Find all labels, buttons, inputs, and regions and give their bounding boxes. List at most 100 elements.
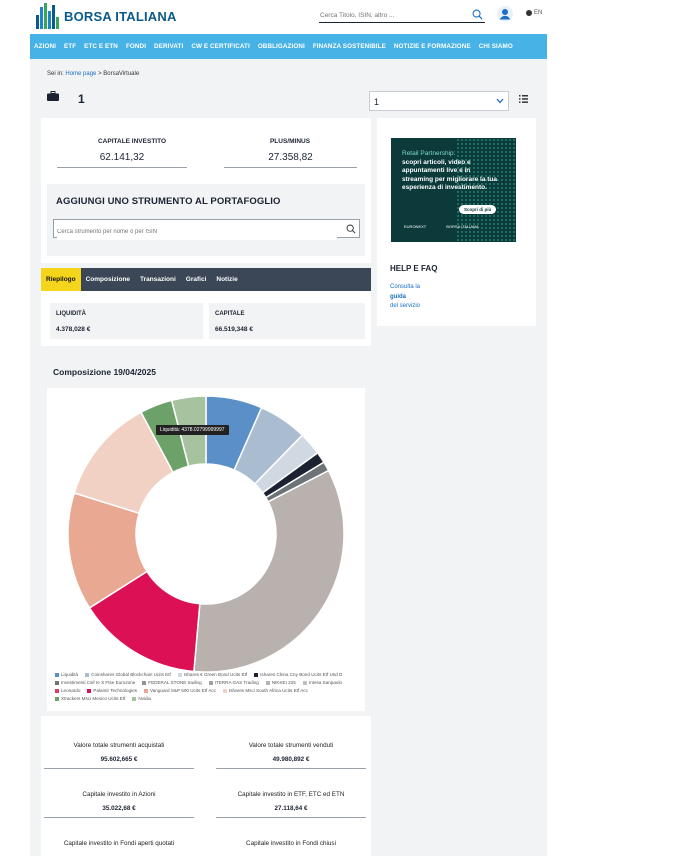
nav-item-fondi[interactable]: FONDI — [125, 43, 147, 50]
logo-text: BORSA ITALIANA — [64, 8, 177, 24]
nav-item-chi-siamo[interactable]: CHI SIAMO — [478, 43, 513, 50]
help-guide-link[interactable]: Consulta la guida del servizio — [390, 283, 450, 312]
legend-label: Liquidità — [61, 672, 79, 677]
plus-minus-value: 27.358,82 — [224, 152, 357, 168]
logo[interactable]: BORSA ITALIANA — [36, 3, 177, 29]
liquidity-row: LIQUIDITÀ 4.378,028 € CAPITALE 66.519,34… — [41, 291, 371, 346]
globe-icon — [526, 10, 532, 16]
add-instrument-search — [53, 219, 360, 240]
liquidity-value: 4.378,028 € — [56, 326, 91, 333]
legend-item[interactable]: Intesa Sanpaolo — [302, 680, 342, 685]
legend-item[interactable]: Nvidia — [132, 696, 151, 701]
capitale-investito-value: 62.141,32 — [57, 152, 187, 168]
list-view-icon[interactable] — [519, 95, 528, 103]
top-bar: BORSA ITALIANA EN — [30, 0, 547, 34]
legend-item[interactable]: Ishares Msci South Africa Ucits Etf Acc — [222, 688, 308, 693]
search-input[interactable] — [319, 9, 469, 21]
legend-item[interactable]: Palantir Technologies — [87, 688, 137, 693]
nav-item-azioni[interactable]: AZIONI — [34, 43, 56, 50]
banner-line2: scopri articoli, video e appuntamenti li… — [402, 158, 498, 192]
language-label: EN — [534, 10, 543, 16]
legend-swatch — [55, 696, 59, 701]
legend-label: Coinshares Global Blockchain Ucits Etf — [91, 672, 171, 677]
nav-item-obbligazioni[interactable]: OBBLIGAZIONI — [257, 43, 305, 50]
legend-swatch — [265, 680, 270, 685]
legend-swatch — [85, 672, 90, 677]
legend-label: Leonardo — [61, 688, 81, 693]
portfolio-select[interactable]: 1 — [369, 91, 509, 111]
briefcase-icon — [47, 91, 59, 101]
legend-item[interactable]: Xtrackers Msci Mexico Ucits Etf — [55, 696, 125, 701]
help-link-post: del servizio — [390, 303, 421, 309]
search-icon[interactable] — [346, 224, 356, 234]
tab-grafici[interactable]: Grafici — [185, 276, 207, 283]
legend-swatch — [144, 688, 149, 693]
legend-item[interactable]: NIKKEI 225 — [265, 680, 296, 685]
legend-swatch — [254, 672, 259, 677]
composition-card: Composizione 19/04/2025 Liquidità: 4378.… — [41, 356, 371, 716]
legend-swatch — [302, 680, 307, 685]
portfolio-count: 1 — [78, 92, 85, 106]
pie-slice-nikkei-225[interactable] — [193, 469, 345, 673]
capitale-label: CAPITALE — [215, 311, 245, 317]
chart-tooltip: Liquidità: 4378.02799999997 — [156, 425, 229, 435]
valore-venduti-label: Valore totale strumenti venduti — [248, 742, 334, 749]
breadcrumb-home-link[interactable]: Home page — [65, 71, 97, 77]
valore-venduti-value: 49.980,892 € — [216, 756, 366, 769]
nav-item-finanza-sostenibile[interactable]: FINANZA SOSTENIBILE — [312, 43, 386, 50]
legend-item[interactable]: ITERRA GAS Trading — [208, 680, 259, 685]
legend-item[interactable]: Liquidità — [55, 672, 78, 677]
capitale-fondi-chiusi-label: Capitale investito in Fondi chiusi — [246, 840, 336, 847]
nav-item-etc-etn[interactable]: ETC E ETN — [84, 43, 118, 50]
legend-item[interactable]: Ishares China Cny Bond Ucits Etf Usd D — [254, 672, 342, 677]
legend-swatch — [55, 688, 59, 693]
add-instrument-title: AGGIUNGI UNO STRUMENTO AL PORTAFOGLIO — [56, 196, 281, 207]
capitale-investito-label: CAPITALE INVESTITO — [97, 138, 166, 145]
logo-mark-icon — [36, 3, 60, 29]
tab-composizione[interactable]: Composizione — [85, 276, 131, 283]
legend-label: NIKKEI 225 — [271, 680, 296, 685]
legend-label: Ishares € Green Bond Ucits Etf — [183, 672, 248, 677]
capitale-etf-label: Capitale investito in ETF, ETC ed ETN — [237, 791, 345, 798]
help-link-pre: Consulta la — [390, 284, 421, 290]
language-switch[interactable]: EN — [526, 10, 542, 16]
composition-chart: Liquidità: 4378.02799999997 Liquidità Coi… — [47, 388, 365, 711]
instrument-search-input[interactable] — [57, 224, 337, 240]
help-title: HELP E FAQ — [390, 264, 438, 273]
nav-item-derivati[interactable]: DERIVATI — [154, 43, 184, 50]
chevron-down-icon — [496, 98, 504, 104]
capitale-etf-value: 27.118,64 € — [216, 805, 366, 818]
tab-riepilogo[interactable]: Riepilogo — [41, 268, 81, 291]
tab-notizie[interactable]: Notizie — [216, 276, 238, 283]
valore-acquistati-label: Valore totale strumenti acquistati — [73, 742, 165, 749]
legend-swatch — [55, 680, 59, 685]
legend-item[interactable]: Investimenti Csif Ie S Ftse Eurozone — [55, 680, 135, 685]
add-instrument-box: AGGIUNGI UNO STRUMENTO AL PORTAFOGLIO — [47, 184, 365, 256]
legend-item[interactable]: Coinshares Global Blockchain Ucits Etf — [85, 672, 171, 677]
portfolio-select-value: 1 — [374, 97, 380, 107]
legend-item[interactable]: Leonardo — [55, 688, 80, 693]
legend-item[interactable]: Ishares € Green Bond Ucits Etf — [177, 672, 248, 677]
legend-label: Ishares China Cny Bond Ucits Etf Usd D — [260, 672, 343, 677]
donut-chart — [67, 395, 345, 673]
legend-swatch — [208, 680, 213, 685]
retail-partnership-banner[interactable]: Retail Partnership: scopri articoli, vid… — [391, 138, 516, 242]
banner-discover-button[interactable]: Scopri di più — [459, 205, 497, 214]
nav-item-cw-certificati[interactable]: CW E CERTIFICATI — [191, 43, 250, 50]
nav-item-notizie-formazione[interactable]: NOTIZIE E FORMAZIONE — [393, 43, 471, 50]
legend-label: Nvidia — [138, 696, 152, 701]
totals-card: Valore totale strumenti acquistati 95.60… — [41, 716, 371, 856]
breadcrumb-prefix: Sei in: — [47, 71, 64, 77]
legend-item[interactable]: Vanguard S&P 500 Ucits Etf Acc — [144, 688, 216, 693]
nav-item-etf[interactable]: ETF — [63, 43, 77, 50]
banner-footer: EURONEXT BORSA ITALIANA — [404, 224, 479, 229]
legend-label: ITERRA GAS Trading — [214, 680, 259, 685]
tab-transazioni[interactable]: Transazioni — [140, 276, 176, 283]
portfolio-tabs: Riepilogo Composizione Transazioni Grafi… — [41, 268, 371, 291]
capitale-fondi-aperti-label: Capitale investito in Fondi aperti quota… — [63, 840, 175, 847]
user-icon[interactable] — [497, 6, 513, 22]
search-icon[interactable] — [472, 9, 483, 20]
legend-item[interactable]: FEDERAL STONE trading — [142, 680, 202, 685]
breadcrumb-separator: > — [98, 71, 102, 77]
main-nav: AZIONI ETF ETC E ETN FONDI DERIVATI CW E… — [30, 34, 547, 59]
